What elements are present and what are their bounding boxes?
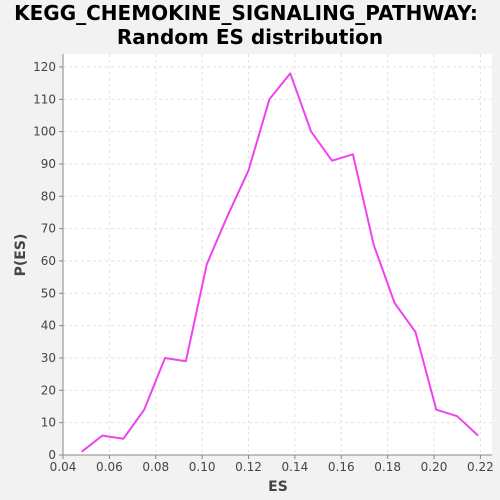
x-axis-ticks: 0.04 0.06 0.08 0.10 0.12 0.14 0.16 0.18 0.20 0.22 <box>50 455 494 474</box>
x-tick-label: 0.06 <box>96 460 123 474</box>
y-tick-label: 100 <box>33 125 56 139</box>
y-axis-label: P(ES) <box>13 234 29 277</box>
series-group <box>80 72 479 453</box>
y-tick-label: 120 <box>33 60 56 74</box>
y-axis-ticks: 0 10 20 30 40 50 60 70 80 90 100 110 120 <box>33 60 63 462</box>
y-tick-label: 0 <box>48 448 56 462</box>
chart-title-line1: KEGG_CHEMOKINE_SIGNALING_PATHWAY: <box>14 1 478 25</box>
y-tick-label: 20 <box>41 383 56 397</box>
x-tick-label: 0.08 <box>142 460 169 474</box>
x-tick-label: 0.18 <box>374 460 401 474</box>
x-axis-label: ES <box>268 479 288 495</box>
x-tick-label: 0.22 <box>467 460 494 474</box>
y-tick-label: 110 <box>33 92 56 106</box>
x-tick-label: 0.16 <box>328 460 355 474</box>
grid-lines <box>62 54 492 456</box>
x-tick-label: 0.12 <box>235 460 262 474</box>
y-tick-label: 50 <box>41 286 56 300</box>
x-tick-label: 0.14 <box>282 460 309 474</box>
y-tick-label: 40 <box>41 319 56 333</box>
plot-area <box>63 54 492 455</box>
series-line <box>80 72 479 453</box>
x-tick-label: 0.10 <box>189 460 216 474</box>
y-tick-label: 80 <box>41 189 56 203</box>
y-tick-label: 10 <box>41 416 56 430</box>
x-tick-label: 0.20 <box>421 460 448 474</box>
chart-title-line2: Random ES distribution <box>117 25 383 49</box>
y-tick-label: 60 <box>41 254 56 268</box>
y-tick-label: 70 <box>41 222 56 236</box>
y-tick-label: 90 <box>41 157 56 171</box>
x-tick-label: 0.04 <box>50 460 77 474</box>
y-tick-label: 30 <box>41 351 56 365</box>
